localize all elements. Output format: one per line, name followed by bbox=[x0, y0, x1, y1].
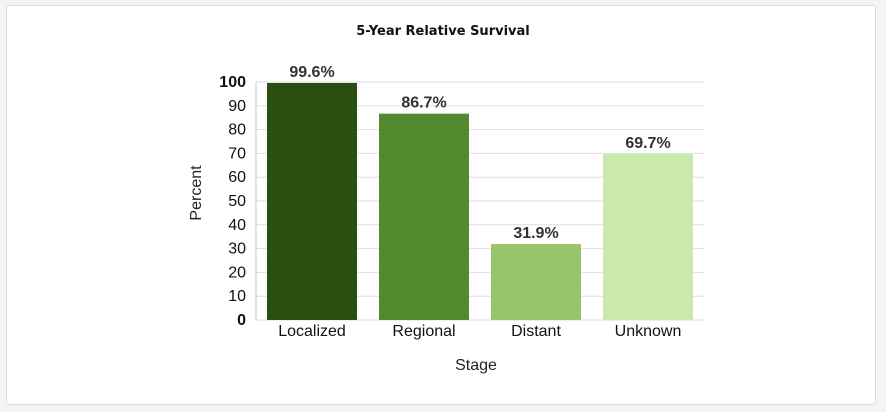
bar[interactable] bbox=[379, 113, 469, 321]
x-tick-label: Localized bbox=[278, 323, 346, 340]
data-label: 31.9% bbox=[513, 225, 558, 242]
x-tick-label: Regional bbox=[392, 323, 455, 340]
x-tick-labels: Localized Regional Distant Unknown bbox=[278, 323, 681, 340]
x-axis-label: Stage bbox=[455, 357, 497, 374]
data-labels: 99.6% 86.7% 31.9% 69.7% bbox=[289, 64, 670, 242]
x-tick-label: Unknown bbox=[615, 323, 682, 340]
y-tick-label: 70 bbox=[228, 145, 246, 162]
bars bbox=[267, 82, 693, 321]
y-tick-label: 30 bbox=[228, 241, 246, 258]
bar[interactable] bbox=[491, 244, 581, 320]
y-tick-label: 60 bbox=[228, 169, 246, 186]
y-tick-label: 100 bbox=[219, 74, 246, 91]
data-label: 69.7% bbox=[625, 135, 670, 152]
x-tick-label: Distant bbox=[511, 323, 561, 340]
y-tick-label: 0 bbox=[237, 312, 246, 329]
y-tick-label: 90 bbox=[228, 98, 246, 115]
y-tick-label: 10 bbox=[228, 288, 246, 305]
bar[interactable] bbox=[267, 82, 357, 321]
y-tick-label: 50 bbox=[228, 193, 246, 210]
bar[interactable] bbox=[603, 154, 693, 320]
y-tick-label: 80 bbox=[228, 122, 246, 139]
y-tick-label: 40 bbox=[228, 217, 246, 234]
data-label: 86.7% bbox=[401, 95, 446, 112]
data-label: 99.6% bbox=[289, 64, 334, 81]
y-tick-labels: 0 10 20 30 40 50 60 70 80 90 100 bbox=[219, 74, 246, 329]
y-tick-label: 20 bbox=[228, 264, 246, 281]
chart-title: 5-Year Relative Survival bbox=[356, 24, 530, 39]
y-axis-label: Percent bbox=[188, 165, 205, 221]
